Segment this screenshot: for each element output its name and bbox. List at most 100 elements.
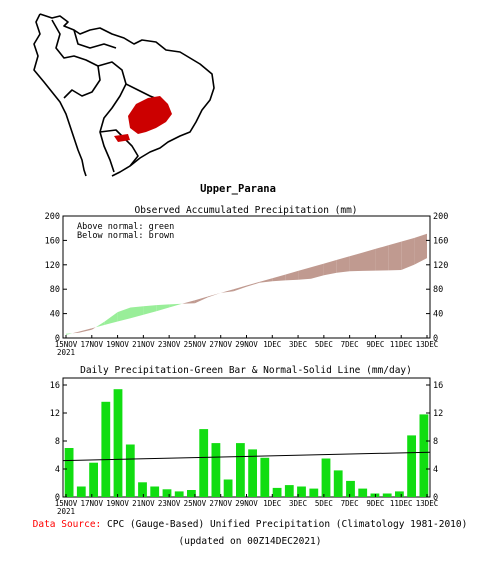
data-source-label: Data Source:: [32, 519, 102, 530]
daily-precip-bar: [333, 470, 343, 497]
daily-precip-bar: [419, 414, 429, 497]
x-tick-label: 27NOV: [209, 499, 232, 508]
above-normal-area: [66, 333, 73, 335]
y-tick-label-right: 8: [433, 437, 438, 447]
y-tick-label-left: 200: [45, 212, 60, 222]
x-year-label: 2021: [57, 348, 75, 357]
x-tick-label: 11DEC: [390, 499, 413, 508]
legend-below-normal: Below normal: brown: [77, 231, 174, 241]
y-tick-label-right: 40: [433, 310, 443, 320]
x-tick-label: 1DEC: [263, 499, 281, 508]
country-borders: [51, 19, 161, 173]
above-normal-area: [104, 312, 118, 325]
below-normal-area: [72, 331, 79, 334]
y-tick-label-right: 120: [433, 261, 448, 271]
x-tick-label: 17NOV: [80, 340, 103, 349]
x-tick-label: 13DEC: [416, 340, 439, 349]
x-tick-label: 21NOV: [132, 340, 155, 349]
x-tick-label: 9DEC: [366, 340, 384, 349]
y-tick-label-right: 0: [433, 334, 438, 344]
below-normal-area: [220, 289, 234, 293]
daily-precip-chart: Daily Precipitation-Green Bar & Normal-S…: [50, 365, 444, 516]
x-tick-label: 11DEC: [390, 340, 413, 349]
x-tick-label: 23NOV: [158, 499, 181, 508]
x-tick-label: 5DEC: [315, 340, 333, 349]
below-normal-area: [362, 248, 376, 271]
chart-title: Observed Accumulated Precipitation (mm): [134, 205, 357, 216]
below-normal-area: [78, 328, 92, 333]
chart-title: Daily Precipitation-Green Bar & Normal-S…: [80, 365, 412, 376]
x-tick-label: 29NOV: [235, 340, 258, 349]
daily-precip-bar: [174, 491, 184, 497]
below-normal-area: [375, 245, 389, 271]
daily-precip-bar: [76, 486, 86, 497]
x-tick-label: 1DEC: [263, 340, 281, 349]
x-tick-label: 17NOV: [80, 499, 103, 508]
below-normal-area: [311, 263, 324, 279]
y-tick-label-right: 160: [433, 236, 448, 246]
x-tick-label: 3DEC: [289, 499, 307, 508]
below-normal-area: [285, 270, 299, 281]
x-tick-label: 21NOV: [132, 499, 155, 508]
below-normal-area: [246, 281, 260, 287]
updated-line: (updated on 00Z14DEC2021): [178, 536, 322, 547]
x-year-label: 2021: [57, 507, 75, 516]
below-normal-area: [207, 292, 221, 298]
daily-precip-bar: [260, 457, 270, 497]
daily-precip-bar: [382, 493, 392, 497]
y-tick-label-left: 80: [50, 285, 60, 295]
below-normal-area: [401, 238, 415, 270]
below-normal-area: [233, 285, 247, 292]
x-tick-label: 9DEC: [366, 499, 384, 508]
below-normal-area: [336, 256, 350, 273]
y-tick-label-right: 12: [433, 409, 443, 419]
below-normal-area: [298, 267, 311, 280]
daily-precip-bar: [125, 444, 135, 497]
daily-precip-bar: [89, 462, 98, 497]
y-tick-label-left: 4: [55, 465, 60, 475]
below-normal-area: [194, 296, 208, 304]
y-tick-label-right: 16: [433, 381, 443, 391]
x-tick-label: 25NOV: [184, 499, 207, 508]
daily-precip-bar: [113, 389, 123, 497]
y-tick-label-left: 160: [45, 236, 60, 246]
above-normal-area: [130, 306, 144, 319]
above-normal-area: [117, 307, 131, 322]
x-tick-label: 7DEC: [341, 499, 359, 508]
daily-precip-bar: [101, 401, 111, 497]
below-normal-area: [349, 252, 363, 272]
y-tick-label-left: 16: [50, 381, 60, 391]
x-tick-label: 15NOV: [55, 340, 78, 349]
below-normal-area: [91, 327, 96, 330]
andes-border: [33, 13, 87, 177]
daily-precip-bar: [346, 480, 355, 497]
y-tick-label-left: 40: [50, 310, 60, 320]
y-tick-label-left: 120: [45, 261, 60, 271]
below-normal-area: [259, 278, 273, 283]
y-tick-label-right: 200: [433, 212, 448, 222]
daily-precip-bar: [395, 491, 404, 497]
daily-precip-bar: [138, 482, 147, 497]
x-tick-label: 13DEC: [416, 499, 439, 508]
map-inset: [33, 13, 215, 177]
y-tick-label-left: 0: [55, 493, 60, 503]
x-tick-label: 19NOV: [106, 499, 129, 508]
daily-precip-bar: [407, 435, 416, 497]
above-normal-area: [143, 305, 157, 315]
daily-precip-bar: [321, 458, 331, 497]
y-tick-label-left: 8: [55, 437, 60, 447]
daily-precip-bar: [211, 443, 221, 497]
y-tick-label-left: 12: [50, 409, 60, 419]
above-normal-area: [169, 303, 182, 308]
daily-precip-bar: [358, 488, 368, 497]
x-tick-label: 19NOV: [106, 340, 129, 349]
x-tick-label: 7DEC: [341, 340, 359, 349]
region-title: Upper_Parana: [200, 183, 276, 195]
above-normal-area: [95, 321, 105, 328]
daily-precip-bar: [187, 490, 196, 497]
chart-marks: 0 0 40 40 80 80 120 120 160 160 200 200 15NOV 17NOV 19…: [45, 212, 449, 357]
y-tick-label-right: 0: [433, 493, 438, 503]
daily-precip-bar: [284, 485, 294, 497]
x-tick-label: 25NOV: [184, 340, 207, 349]
